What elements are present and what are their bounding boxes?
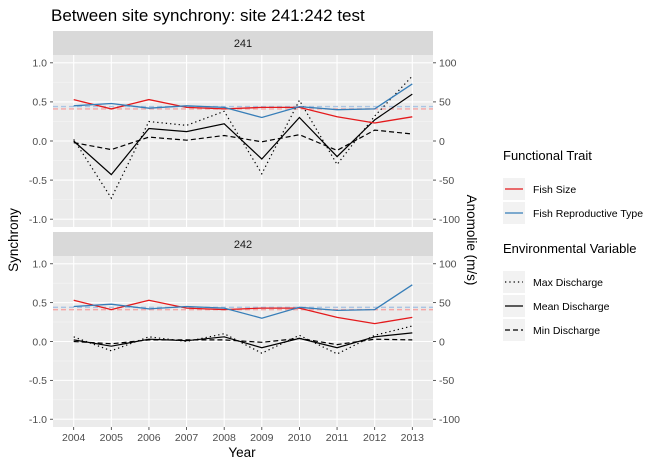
x-tick-label: 2012 [363, 432, 387, 444]
legend-2: Environmental Variable Max Discharge Mean … [503, 241, 636, 341]
x-tick-label: 2009 [250, 432, 274, 444]
y2-tick-label: -100 [439, 414, 460, 426]
panel-242: 242 -1.0 -0.5 0.0 0.5 1.0 -100 -50 0 50 100 [29, 232, 460, 427]
panel-strip-label: 242 [234, 239, 252, 251]
series-line-max-discharge [73, 75, 413, 200]
series-line-min-discharge [73, 129, 413, 152]
x-tick-label: 2013 [401, 432, 425, 444]
y2-tick-label: -50 [439, 175, 454, 187]
chart-title: Between site synchrony: site 241:242 tes… [51, 6, 365, 25]
y2-tick-label: 0 [439, 336, 445, 348]
panel-strip [53, 232, 433, 256]
series-line-fish-reproductive-type [73, 284, 413, 319]
x-tick-label: 2011 [326, 432, 349, 444]
x-axis-title: Year [228, 445, 256, 460]
y2-tick-label: -50 [439, 375, 454, 387]
legend-title: Environmental Variable [503, 241, 636, 256]
y-tick-label: -0.5 [29, 175, 47, 187]
panel-241: 241 -1.0 -0.5 0.0 0.5 1.0 -100 -50 0 50 100 [29, 31, 460, 227]
legend-label: Fish Size [533, 184, 576, 196]
x-tick-label: 2007 [175, 432, 199, 444]
y2-tick-label: 100 [439, 58, 457, 70]
y-tick-label: 0.5 [32, 97, 47, 109]
y2-tick-label: 50 [439, 297, 451, 309]
series-line-mean-discharge [73, 93, 413, 176]
series-line-fish-size [73, 299, 413, 325]
x-axis: 2004 2005 2006 2007 2008 2009 2010 2011 2012 2013 [62, 427, 424, 444]
y-tick-label: 0.0 [32, 336, 47, 348]
legend-label: Fish Reproductive Type [533, 208, 643, 220]
y-tick-label: -0.5 [29, 375, 47, 387]
y-tick-label: 0.5 [32, 297, 47, 309]
series-line-min-discharge [73, 337, 413, 346]
y2-axis-title: Anomolie (m/s) [464, 195, 479, 286]
y2-tick-label: 100 [439, 259, 457, 271]
series-line-fish-reproductive-type [73, 83, 413, 119]
x-tick-label: 2010 [288, 432, 312, 444]
y-tick-label: 0.0 [32, 136, 47, 148]
y-tick-label: -1.0 [29, 214, 47, 226]
y-tick-label: 1.0 [32, 58, 47, 70]
y-tick-label: -1.0 [29, 414, 47, 426]
panel-strip-label: 241 [234, 38, 252, 50]
legend-title: Functional Trait [503, 148, 592, 163]
panels: 241 -1.0 -0.5 0.0 0.5 1.0 -100 -50 0 50 100 242 -1.0… [29, 31, 460, 427]
x-tick-label: 2005 [100, 432, 124, 444]
x-tick-label: 2008 [213, 432, 237, 444]
panel-strip [53, 31, 433, 55]
y-axis-title: Synchrony [6, 208, 21, 272]
legends: Functional Trait Fish Size Fish Reproducti… [503, 148, 643, 341]
legend-label: Mean Discharge [533, 301, 610, 313]
x-tick-label: 2006 [137, 432, 161, 444]
y-tick-label: 1.0 [32, 259, 47, 271]
y2-tick-label: -100 [439, 214, 460, 226]
y2-tick-label: 0 [439, 136, 445, 148]
series-line-fish-size [73, 98, 413, 124]
legend-1: Functional Trait Fish Size Fish Reproducti… [503, 148, 643, 224]
legend-label: Max Discharge [533, 277, 603, 289]
x-tick-label: 2004 [62, 432, 86, 444]
y2-tick-label: 50 [439, 97, 451, 109]
legend-label: Min Discharge [533, 325, 600, 337]
